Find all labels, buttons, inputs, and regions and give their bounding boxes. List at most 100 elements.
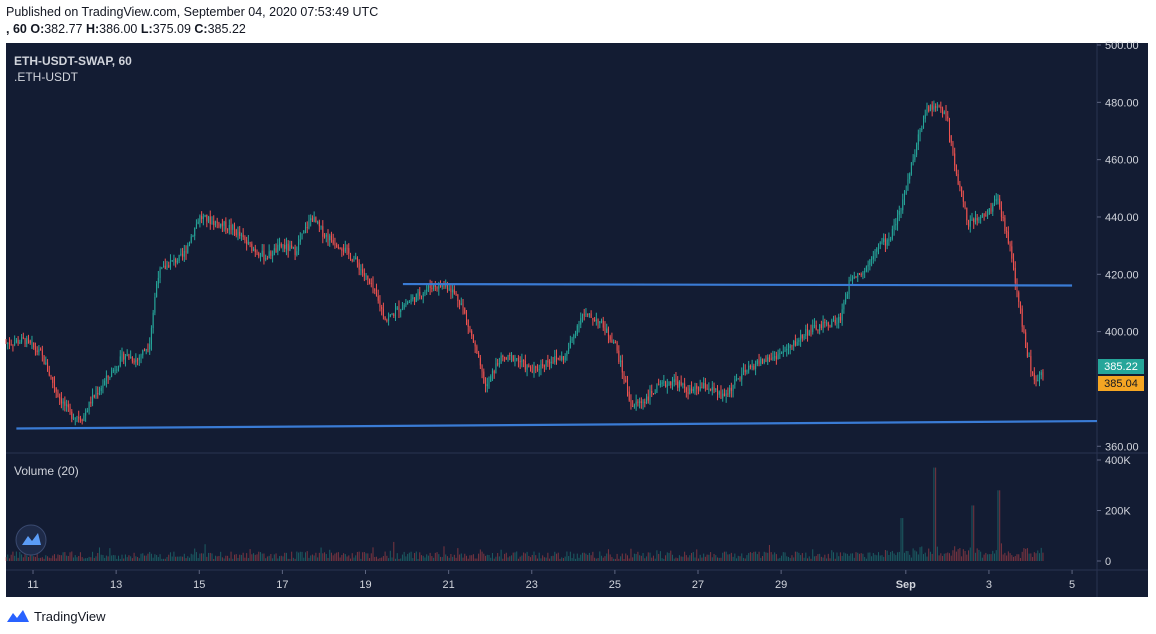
volume-bar	[729, 554, 731, 561]
candle-body	[370, 282, 372, 284]
candle-body	[744, 370, 746, 373]
candle-body	[928, 106, 930, 112]
candle-body	[227, 229, 229, 231]
volume-bar	[14, 555, 16, 561]
volume-bar	[846, 553, 848, 561]
candle-body	[905, 190, 907, 194]
candle-body	[1004, 217, 1006, 231]
volume-bar	[921, 546, 923, 561]
candle-body	[287, 243, 289, 251]
candle-body	[521, 360, 523, 363]
candle-body	[517, 358, 519, 362]
candle-body	[826, 322, 828, 324]
candle-body	[890, 238, 892, 240]
candle-body	[235, 229, 237, 236]
candle-body	[961, 187, 963, 197]
candle-body	[907, 179, 909, 191]
volume-bar	[161, 558, 163, 561]
volume-bar	[317, 557, 319, 561]
candle-body	[1038, 375, 1041, 381]
volume-bar	[926, 556, 928, 561]
candle-body	[696, 385, 698, 389]
volume-bar	[182, 556, 184, 561]
candle-body	[613, 342, 615, 344]
volume-bar	[324, 552, 326, 561]
candle-body	[85, 412, 87, 416]
volume-bar	[670, 550, 672, 561]
candle-body	[111, 371, 113, 377]
candle-body	[268, 251, 270, 259]
volume-bar	[803, 557, 805, 561]
volume-bar	[860, 553, 862, 561]
candle-body	[464, 308, 466, 314]
volume-bar	[185, 558, 187, 561]
candle-body	[164, 265, 166, 270]
candle-body	[498, 363, 500, 365]
volume-bar	[779, 557, 781, 561]
volume-bar	[414, 553, 416, 561]
trendlines[interactable]	[16, 282, 1098, 430]
volume-bar	[431, 556, 433, 561]
volume-bar	[478, 553, 480, 561]
volume-bar	[945, 553, 947, 561]
candle-body	[592, 317, 594, 321]
volume-bar	[71, 551, 73, 561]
candle-body	[640, 401, 642, 403]
volume-bar	[696, 549, 698, 561]
candle-body	[801, 334, 803, 339]
volume-bar	[587, 554, 589, 561]
candle-body	[97, 393, 99, 395]
volume-bar	[105, 555, 107, 561]
volume-bar	[149, 551, 151, 561]
candle-body	[1042, 372, 1044, 377]
candle-body	[952, 142, 954, 154]
candle-body	[929, 104, 931, 112]
candle-body	[10, 344, 12, 346]
candle-body	[682, 383, 684, 386]
candle-body	[623, 372, 625, 380]
svg-text:385.22: 385.22	[1104, 361, 1138, 373]
candle-body	[692, 388, 694, 392]
volume-bar	[195, 552, 197, 561]
volume-bar	[822, 557, 824, 561]
volume-bar	[471, 555, 473, 561]
time-tick-label: 11	[27, 579, 38, 591]
volume-bar	[725, 551, 727, 561]
volume-bar	[864, 556, 866, 561]
volume-bar	[651, 557, 653, 561]
candle-body	[646, 396, 648, 404]
volume-bar	[909, 554, 911, 561]
candle-body	[893, 225, 895, 230]
candle-body	[1033, 373, 1035, 380]
candle-body	[379, 300, 381, 308]
candle-body	[398, 307, 400, 312]
volume-bar	[485, 555, 487, 561]
candle-body	[974, 217, 976, 223]
candle-body	[990, 208, 992, 212]
trendline[interactable]	[16, 419, 1098, 430]
volume-bar	[581, 552, 583, 561]
candle-body	[566, 351, 568, 356]
volume-bar	[583, 552, 585, 561]
volume-bar	[872, 552, 874, 561]
volume-bar	[459, 554, 461, 561]
candle-body	[604, 327, 606, 333]
candle-body	[668, 382, 670, 385]
candle-body	[119, 356, 121, 367]
candle-body	[805, 329, 807, 336]
time-tick-label: 3	[986, 579, 992, 591]
volume-bar	[202, 553, 204, 561]
candle-body	[394, 309, 397, 317]
volume-bar	[611, 557, 613, 561]
volume-bar	[867, 552, 869, 561]
volume-bar	[294, 558, 296, 561]
candle-body	[388, 316, 390, 321]
volume-bar	[938, 555, 940, 561]
candle-body	[45, 362, 47, 365]
tradingview-footer[interactable]: TradingView	[6, 606, 106, 626]
candle-body	[742, 370, 744, 375]
trendline[interactable]	[402, 282, 1073, 287]
candle-body	[488, 381, 490, 385]
volume-bar	[457, 548, 459, 561]
